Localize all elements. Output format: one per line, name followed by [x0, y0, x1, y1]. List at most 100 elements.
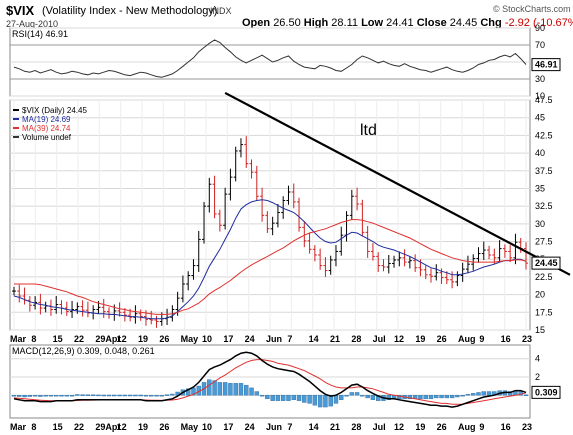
rsi-value-label: 46.91 [535, 60, 558, 70]
macd-histogram-bar [143, 394, 149, 397]
macd-x-label: 26 [437, 422, 447, 432]
price-tick-label: 37.5 [535, 166, 553, 176]
chg-label: Chg [480, 17, 502, 29]
macd-histogram-bar [307, 394, 312, 404]
price-x-label: 29Apr [95, 334, 121, 344]
macd-histogram-bar [434, 394, 439, 399]
macd-histogram-bar [317, 394, 323, 408]
price-x-label: 23 [522, 334, 532, 344]
macd-histogram-bar [323, 394, 328, 408]
macd-legend: MACD(12,26,9) 0.309, 0.048, 0.261 [12, 346, 155, 356]
macd-x-label: 24 [245, 422, 255, 432]
macd-histogram-bar [407, 394, 413, 400]
close-label: Close [416, 17, 447, 29]
watermark: © StockCharts.com [493, 4, 571, 14]
macd-x-label: 12 [394, 422, 404, 432]
macd-histogram-bar [471, 393, 476, 396]
macd-histogram-bar [122, 394, 128, 397]
price-x-label: 22 [74, 334, 84, 344]
macd-histogram-bar [80, 394, 85, 396]
macd-histogram-bar [439, 394, 444, 399]
macd-x-label: 22 [74, 422, 84, 432]
macd-x-label: 7 [287, 422, 292, 432]
macd-histogram-bar [207, 379, 212, 396]
macd-histogram-bar [138, 394, 143, 397]
macd-histogram-bar [481, 391, 486, 396]
price-x-label: Jul [373, 334, 386, 344]
macd-x-label: 17 [223, 422, 233, 432]
macd-histogram-bar [291, 394, 296, 400]
macd-value-label: 0.309 [535, 387, 558, 397]
price-x-label: 26 [159, 334, 169, 344]
price-x-label: 26 [437, 334, 447, 344]
trend-line [224, 91, 571, 276]
price-tick-label: 40 [535, 148, 545, 158]
macd-histogram-bar [22, 394, 27, 398]
macd-histogram-bar [254, 391, 260, 396]
price-legend-item: $VIX (Daily) 24.45 [22, 106, 87, 115]
macd-histogram-bar [164, 394, 170, 396]
macd-x-label: 19 [138, 422, 148, 432]
macd-histogram-bar [117, 394, 122, 397]
macd-histogram-bar [43, 394, 48, 397]
macd-histogram-bar [386, 394, 391, 400]
macd-histogram-bar [11, 394, 17, 397]
macd-histogram-bar [265, 394, 270, 400]
macd-histogram-bar [133, 394, 138, 397]
macd-histogram-bar [449, 394, 455, 399]
macd-histogram-bar [286, 394, 291, 401]
macd-histogram-bar [101, 394, 106, 397]
price-x-label: 15 [53, 334, 63, 344]
price-tick-label: 20 [535, 290, 545, 300]
rsi-tick-label: 70 [535, 40, 545, 50]
low-value: 24.41 [386, 17, 414, 29]
macd-histogram-bar [344, 394, 349, 397]
macd-tick-label: 2 [535, 372, 540, 382]
macd-histogram-bar [54, 394, 59, 397]
price-tick-label: 32.5 [535, 201, 553, 211]
macd-histogram-bar [170, 393, 175, 396]
rsi-value-box [531, 58, 561, 72]
chart-date: 27-Aug-2010 [6, 19, 59, 29]
macd-x-label: 14 [309, 422, 319, 432]
price-x-label: 8 [31, 334, 36, 344]
macd-histogram-bar [349, 392, 355, 396]
macd-histogram-bar [423, 394, 428, 400]
high-label: High [303, 17, 329, 29]
macd-histogram-bar [259, 394, 265, 397]
macd-histogram-bar [159, 394, 164, 397]
macd-x-label: 10 [202, 422, 212, 432]
macd-histogram-bar [238, 383, 244, 396]
macd-value-box [531, 385, 561, 399]
macd-x-label: 19 [415, 422, 425, 432]
exchange: INDX [210, 6, 232, 16]
macd-x-label: 9 [479, 422, 484, 432]
price-x-label: 28 [351, 334, 361, 344]
macd-histogram-bar [444, 394, 450, 399]
macd-x-label: Jun [266, 422, 282, 432]
price-tick-label: 22.5 [535, 272, 553, 282]
macd-histogram-bar [64, 394, 69, 397]
macd-x-label: 29Apr [95, 422, 121, 432]
price-tick-label: 15 [535, 325, 545, 335]
macd-line [13, 351, 527, 408]
ohlc-quote: Open 26.50 High 28.11 Low 24.41 Close 24… [242, 17, 573, 29]
macd-histogram-bar [217, 382, 223, 396]
macd-tick-label: 4 [535, 354, 540, 364]
macd-histogram-bar [418, 394, 423, 400]
macd-histogram-bar [397, 394, 402, 400]
macd-histogram-bar [32, 394, 38, 397]
macd-x-label: 21 [330, 422, 340, 432]
macd-histogram-bar [154, 394, 159, 397]
macd-histogram-bar [85, 394, 91, 396]
price-tick-label: 42.5 [535, 130, 553, 140]
macd-histogram-bar [27, 394, 33, 397]
macd-histogram-bar [280, 394, 286, 401]
price-tick-label: 27.5 [535, 237, 553, 247]
macd-x-label: 26 [159, 422, 169, 432]
macd-histogram-bar [312, 394, 318, 406]
macd-histogram-bar [486, 391, 492, 396]
macd-histogram-bar [185, 388, 191, 396]
